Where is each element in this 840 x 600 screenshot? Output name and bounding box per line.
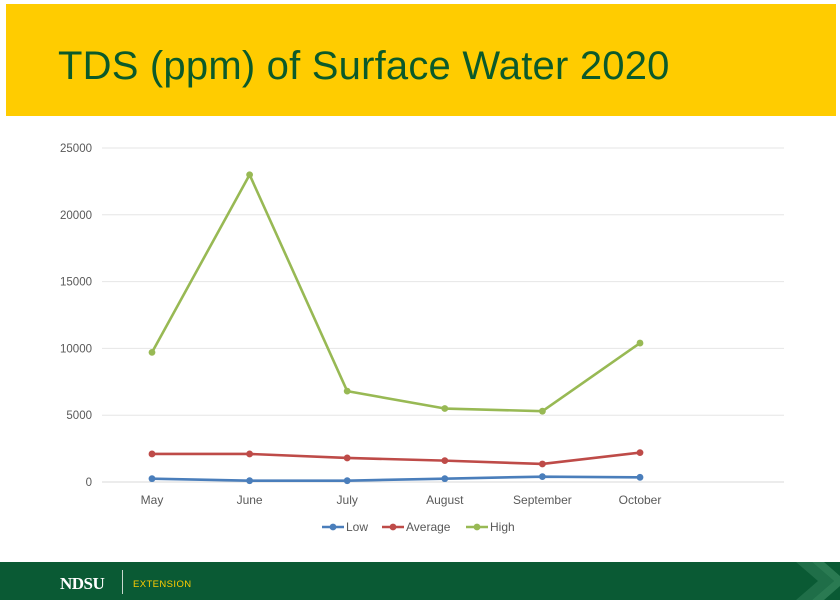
data-point-average <box>246 450 254 458</box>
slide-title: TDS (ppm) of Surface Water 2020 <box>58 44 670 88</box>
data-point-average <box>441 457 449 465</box>
legend-marker-high <box>473 523 481 531</box>
x-tick-label: August <box>426 493 464 507</box>
x-tick-label: September <box>513 493 572 507</box>
y-tick-label: 20000 <box>60 210 92 222</box>
legend-label: Average <box>406 520 451 534</box>
legend-label: Low <box>346 520 368 534</box>
y-tick-label: 0 <box>86 477 92 489</box>
legend-marker-low <box>329 523 337 531</box>
y-tick-label: 10000 <box>60 343 92 355</box>
title-band: TDS (ppm) of Surface Water 2020 <box>6 4 836 116</box>
series-line-average <box>152 451 641 466</box>
data-point-average <box>539 460 546 468</box>
y-tick-label: 15000 <box>60 277 92 289</box>
data-point-low <box>441 475 449 483</box>
data-point-low <box>246 477 254 485</box>
data-point-high <box>246 171 254 179</box>
line-chart: 0 5000 10000 15000 20000 25000 May June July Augu… <box>60 143 784 534</box>
data-point-average <box>343 454 351 462</box>
data-point-average <box>148 450 156 458</box>
data-point-low <box>148 475 156 483</box>
legend-marker-average <box>389 523 397 531</box>
data-point-high <box>636 339 644 347</box>
series-line-high <box>150 173 641 413</box>
brand-logo: NDSU <box>60 574 105 593</box>
x-tick-label: May <box>141 493 164 507</box>
y-tick-label: 25000 <box>60 143 92 155</box>
x-tick-label: October <box>619 493 662 507</box>
data-point-low <box>636 473 644 481</box>
chevron-right-icon <box>796 562 840 600</box>
data-point-high <box>441 405 449 412</box>
y-tick-label: 5000 <box>66 410 92 422</box>
brand-divider <box>122 570 123 594</box>
data-point-high <box>148 349 156 356</box>
data-point-average <box>636 449 644 457</box>
legend-label: High <box>490 520 515 534</box>
data-point-low <box>539 473 546 481</box>
footer-band: NDSU EXTENSION <box>0 562 840 600</box>
data-point-high <box>539 407 546 415</box>
series-line-low <box>151 475 641 482</box>
data-point-high <box>343 387 351 395</box>
data-point-low <box>343 477 351 485</box>
x-tick-label: July <box>337 493 358 507</box>
brand-subtitle: EXTENSION <box>133 579 192 590</box>
x-tick-label: June <box>237 493 263 507</box>
